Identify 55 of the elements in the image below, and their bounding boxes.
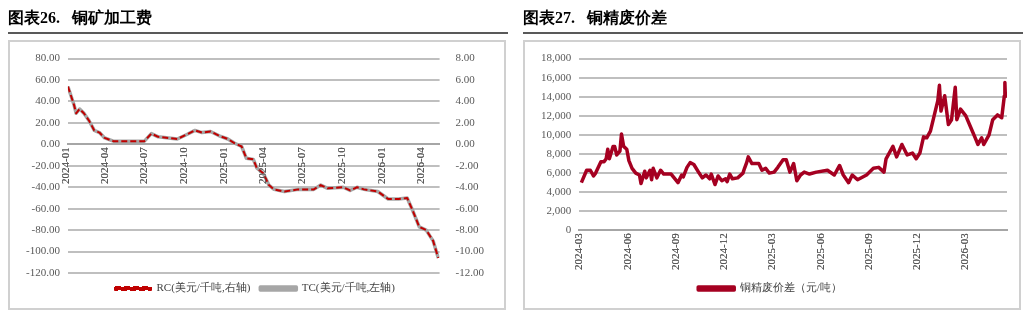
y2-tick-label: -10.00	[455, 244, 485, 257]
x-tick-label: 2024-04	[98, 146, 111, 185]
y-tick-label: 80.00	[35, 51, 61, 64]
y2-tick-label: -12.00	[455, 265, 485, 278]
y2-tick-label: -4.00	[455, 180, 479, 193]
y-tick-label: 60.00	[35, 72, 61, 85]
y-tick-label: 40.00	[35, 94, 61, 107]
x-tick-label: 2024-09	[669, 232, 682, 271]
x-tick-label: 2026-04	[413, 146, 426, 185]
y2-tick-label: -6.00	[455, 201, 479, 214]
x-tick-label: 2025-03	[765, 232, 777, 271]
legend-label: 铜精废价差（元/吨）	[738, 281, 842, 294]
y-tick-label: 14,000	[541, 89, 572, 102]
x-tick-label: 2025-07	[295, 146, 308, 185]
y-tick-label: -20.00	[31, 158, 61, 171]
y-tick-label: 20.00	[35, 115, 61, 128]
x-tick-label: 2024-12	[717, 233, 730, 271]
y-tick-label: 18,000	[541, 51, 572, 64]
x-tick-label: 2024-06	[620, 232, 633, 271]
y2-tick-label: -8.00	[455, 223, 479, 236]
y-tick-label: 12,000	[541, 108, 572, 121]
x-tick-label: 2025-09	[862, 232, 875, 271]
y-tick-label: 16,000	[541, 70, 572, 83]
legend-label: TC(美元/千吨,左轴)	[301, 281, 396, 295]
y-tick-label: 4,000	[546, 185, 572, 198]
y-tick-label: -60.00	[31, 201, 61, 214]
y2-tick-label: 4.00	[455, 94, 476, 107]
x-tick-label: 2026-03	[957, 232, 970, 271]
y-tick-label: 0	[565, 223, 572, 236]
x-tick-label: 2026-01	[374, 147, 387, 185]
y-tick-label: -40.00	[31, 180, 61, 193]
x-tick-label: 2025-12	[910, 233, 923, 271]
x-tick-label: 2025-01	[216, 147, 229, 185]
chart-title: 图表27. 铜精废价差	[523, 8, 1023, 34]
y-tick-label: 6,000	[546, 165, 572, 178]
y-tick-label: 2,000	[546, 204, 572, 217]
y-tick-label: -100.00	[25, 244, 61, 257]
y2-tick-label: -2.00	[455, 158, 479, 171]
x-tick-label: 2025-10	[334, 146, 347, 185]
y-tick-label: 10,000	[541, 127, 572, 140]
y-tick-label: 8,000	[546, 146, 572, 159]
y-tick-label: 0.00	[40, 137, 61, 150]
y2-tick-label: 6.00	[455, 72, 476, 85]
y2-tick-label: 8.00	[455, 51, 476, 64]
y2-tick-label: 0.00	[455, 137, 476, 150]
legend-label: RC(美元/千吨,右轴)	[156, 281, 251, 295]
y-tick-label: -80.00	[31, 223, 61, 236]
x-tick-label: 2024-10	[177, 146, 190, 185]
x-tick-label: 2025-06	[813, 232, 826, 271]
chart-title: 图表26. 铜矿加工费	[8, 8, 508, 34]
y2-tick-label: 2.00	[455, 115, 476, 128]
x-tick-label: 2024-03	[572, 232, 585, 271]
x-tick-label: 2024-07	[137, 146, 150, 185]
x-tick-label: 2025-04	[255, 146, 268, 185]
y-tick-label: -120.00	[25, 265, 61, 278]
